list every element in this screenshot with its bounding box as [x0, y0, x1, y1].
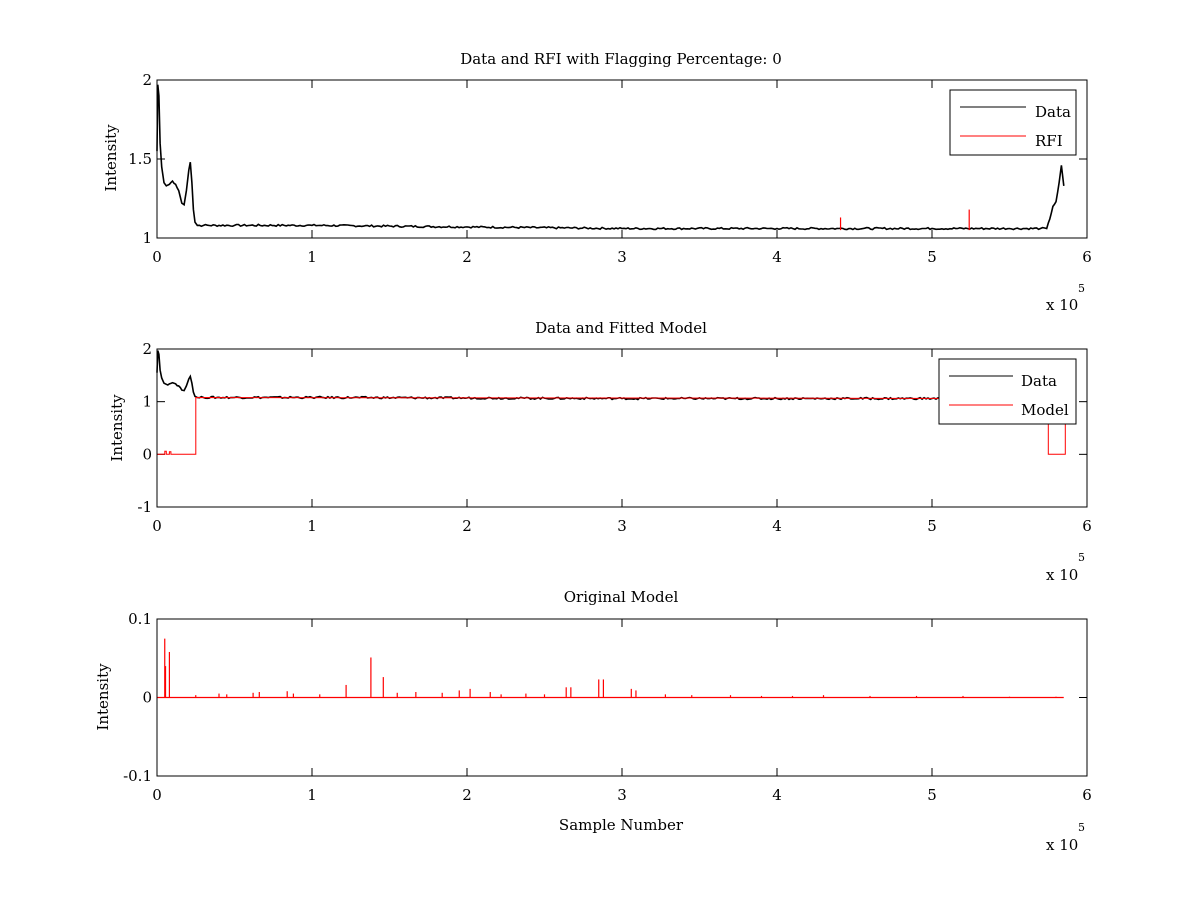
y-tick-label: -1	[137, 498, 152, 516]
x-exponent-label: x 10	[1046, 836, 1078, 854]
panel-original-model: Original Model Intensity 0 1 2 3 4 5 6-0.100.1…	[94, 588, 1092, 854]
y-tick-label: -0.1	[123, 767, 152, 785]
x-exponent: 5	[1078, 821, 1085, 834]
axes-frame	[156, 618, 1088, 777]
x-tick-label: 6	[1082, 786, 1092, 804]
chart-title: Original Model	[564, 588, 679, 606]
x-tick-label: 5	[927, 786, 937, 804]
plot-area	[157, 638, 1064, 699]
x-tick-label: 4	[772, 786, 782, 804]
y-tick-label: 2	[142, 340, 152, 358]
legend-box	[938, 358, 1077, 425]
x-exponent: 5	[1078, 551, 1085, 564]
y-tick-label: 1	[142, 393, 152, 411]
x-axis-label: Sample Number	[559, 816, 684, 834]
panel-fitted-model: Data and Fitted Model Intensity 0 1 2 3 4 5 6 -…	[108, 319, 1092, 584]
axes-frame	[156, 79, 1088, 239]
legend-data-label: Data	[1035, 103, 1071, 121]
x-tick-label: 4	[772, 248, 782, 266]
chart-title: Data and Fitted Model	[535, 319, 707, 337]
x-exponent-label: x 10	[1046, 566, 1078, 584]
legend-data-label: Data	[1021, 372, 1057, 390]
series-line-model	[157, 396, 1066, 455]
x-tick-label: 3	[617, 248, 627, 266]
x-tick-label: 4	[772, 517, 782, 535]
y-tick-label: 0	[142, 689, 152, 707]
x-exponent: 5	[1078, 282, 1085, 295]
legend-model-label: Model	[1021, 401, 1069, 419]
x-tick-label: 2	[462, 517, 472, 535]
plot-area	[156, 84, 1065, 231]
x-exponent-label: x 10	[1046, 296, 1078, 314]
chart-title: Data and RFI with Flagging Percentage: 0	[460, 50, 782, 68]
plot-area	[156, 350, 1066, 455]
y-tick-label: 0	[142, 445, 152, 463]
legend: Data RFI	[949, 89, 1077, 156]
legend: Data Model	[938, 358, 1077, 425]
x-tick-label: 1	[307, 517, 317, 535]
x-tick-label: 3	[617, 517, 627, 535]
y-tick-label: 2	[142, 71, 152, 89]
x-tick-label: 0	[152, 786, 162, 804]
x-tick-label: 1	[307, 248, 317, 266]
x-tick-label: 1	[307, 786, 317, 804]
x-tick-label: 0	[152, 517, 162, 535]
legend-rfi-label: RFI	[1035, 132, 1063, 150]
y-tick-label: 1	[142, 229, 152, 247]
x-tick-label: 5	[927, 248, 937, 266]
x-tick-label: 2	[462, 786, 472, 804]
y-axis-label: Intensity	[102, 124, 120, 192]
x-tick-label: 5	[927, 517, 937, 535]
x-tick-label: 3	[617, 786, 627, 804]
y-tick-label: 0.1	[128, 610, 152, 628]
legend-box	[949, 89, 1077, 156]
y-tick-label: 1.5	[128, 150, 152, 168]
x-tick-label: 6	[1082, 517, 1092, 535]
panel-rfi: Data and RFI with Flagging Percentage: 0…	[102, 50, 1092, 314]
x-tick-label: 0	[152, 248, 162, 266]
axes-frame	[156, 348, 1088, 508]
y-axis-label: Intensity	[108, 394, 126, 462]
x-tick-label: 6	[1082, 248, 1092, 266]
series-line-data	[156, 84, 1065, 231]
x-tick-label: 2	[462, 248, 472, 266]
y-axis-label: Intensity	[94, 663, 112, 731]
